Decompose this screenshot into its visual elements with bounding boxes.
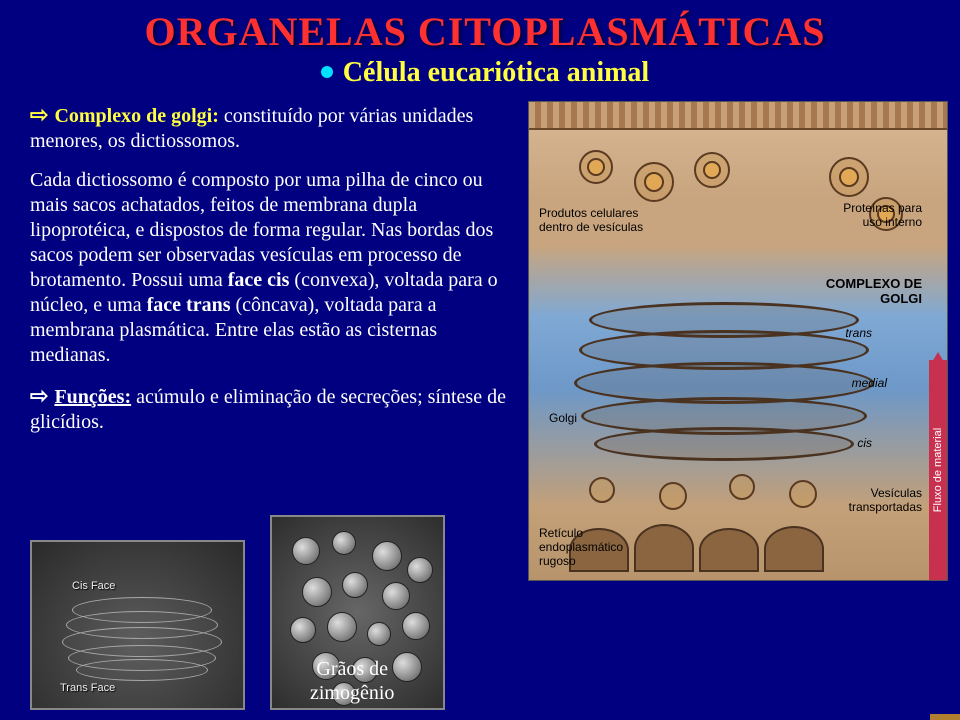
label-complexo: COMPLEXO DE GOLGI: [812, 277, 922, 307]
bullet-icon: [321, 66, 333, 78]
granule-icon: [327, 612, 357, 642]
arrow-icon: ⇨: [30, 102, 48, 127]
vesicle-icon: [659, 482, 687, 510]
plasma-membrane-icon: [529, 102, 947, 130]
granule-icon: [407, 557, 433, 583]
label-golgi: Golgi: [549, 412, 577, 426]
vesicle-icon: [694, 152, 730, 188]
granule-icon: [402, 612, 430, 640]
granule-icon: [302, 577, 332, 607]
vesicle-icon: [634, 162, 674, 202]
granule-icon: [372, 541, 402, 571]
paragraph-dictiossomo: Cada dictiossomo é composto por uma pilh…: [30, 168, 510, 368]
content-row: ⇨Complexo de golgi: constituído por vári…: [30, 101, 940, 581]
label-reticulo: Retículo endoplasmático rugoso: [539, 527, 639, 568]
vesicle-icon: [789, 480, 817, 508]
granule-icon: [332, 531, 356, 555]
caption-zymogen: Grãos de zimogênio: [310, 657, 394, 705]
label-proteinas: Proteínas para uso interno: [832, 202, 922, 230]
lead-funcoes: Funções:: [54, 386, 131, 408]
vesicle-icon: [729, 474, 755, 500]
vesicle-icon: [829, 157, 869, 197]
granule-icon: [290, 617, 316, 643]
label-trans: trans: [845, 327, 872, 341]
label-cis: cis: [857, 437, 872, 451]
decorative-bar: [930, 714, 960, 720]
lead-golgi: Complexo de golgi:: [54, 105, 218, 127]
vesicle-icon: [589, 477, 615, 503]
paragraph-golgi-intro: ⇨Complexo de golgi: constituído por vári…: [30, 101, 510, 154]
label-produtos: Produtos celulares dentro de vesículas: [539, 207, 649, 235]
slide-title: ORGANELAS CITOPLASMÁTICAS: [30, 8, 940, 55]
label-cis-face: Cis Face: [72, 580, 115, 592]
slide: ORGANELAS CITOPLASMÁTICAS Célula eucarió…: [0, 0, 960, 720]
title-block: ORGANELAS CITOPLASMÁTICAS Célula eucarió…: [30, 8, 940, 89]
em-golgi-stack-icon: [62, 597, 222, 677]
label-vesiculas: Vesículas transportadas: [842, 487, 922, 515]
diagram-column: Produtos celulares dentro de vesículas P…: [520, 101, 940, 581]
arrow-icon: ⇨: [30, 383, 48, 408]
slide-subtitle: Célula eucariótica animal: [30, 57, 940, 89]
golgi-diagram: Produtos celulares dentro de vesículas P…: [528, 101, 948, 581]
granule-icon: [382, 582, 410, 610]
label-fluxo: Fluxo de material: [932, 428, 944, 512]
granule-icon: [367, 622, 391, 646]
granule-icon: [292, 537, 320, 565]
granule-icon: [342, 572, 368, 598]
text-column: ⇨Complexo de golgi: constituído por vári…: [30, 101, 520, 581]
flux-bar: Fluxo de material: [929, 360, 947, 580]
label-trans-face: Trans Face: [60, 682, 115, 694]
flux-arrow-icon: [932, 352, 944, 362]
golgi-stack-icon: [569, 302, 869, 452]
vesicle-icon: [579, 150, 613, 184]
granule-icon: [392, 652, 422, 682]
micrograph-golgi-em: Cis Face Trans Face: [30, 540, 245, 710]
label-medial: medial: [852, 377, 887, 391]
paragraph-funcoes: ⇨Funções: acúmulo e eliminação de secreç…: [30, 382, 510, 435]
